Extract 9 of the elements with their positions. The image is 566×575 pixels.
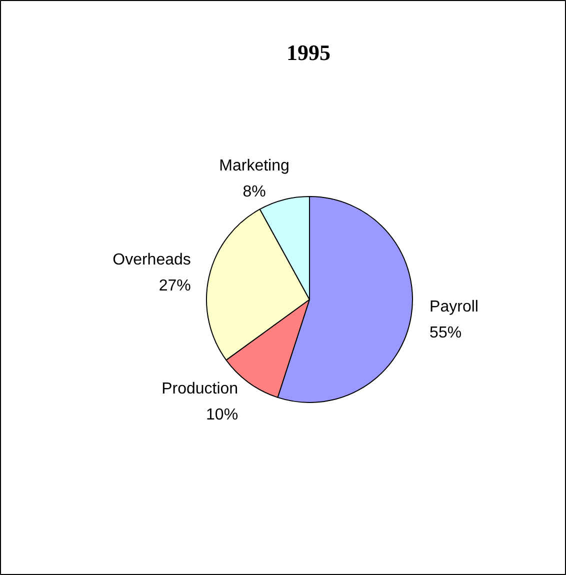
chart-title: 1995	[286, 40, 330, 65]
data-label: 55%	[430, 324, 462, 342]
data-label: 27%	[158, 278, 191, 295]
slice-label: Production	[162, 380, 238, 398]
slice-label: Payroll	[430, 298, 478, 316]
slice-label: Marketing	[219, 157, 290, 174]
data-label: 8%	[242, 183, 266, 200]
data-label: 10%	[206, 406, 238, 424]
slice-label: Overheads	[112, 252, 191, 269]
